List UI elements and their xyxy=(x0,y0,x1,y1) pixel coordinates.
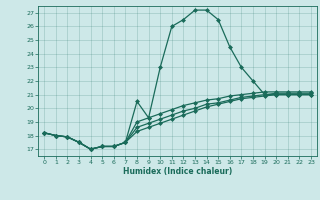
X-axis label: Humidex (Indice chaleur): Humidex (Indice chaleur) xyxy=(123,167,232,176)
